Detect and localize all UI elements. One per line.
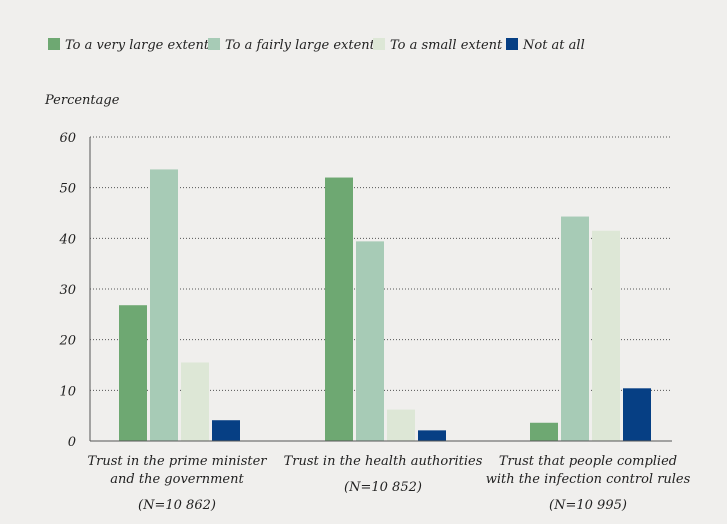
bar <box>592 230 620 441</box>
legend: To a very large extent To a fairly large … <box>48 38 585 53</box>
bar <box>181 362 209 441</box>
bar <box>623 388 651 441</box>
y-tick-label: 40 <box>58 232 76 247</box>
bar <box>387 409 415 441</box>
y-tick-label: 30 <box>59 283 76 298</box>
y-tick-label: 60 <box>59 131 76 146</box>
bar <box>561 216 589 441</box>
bar <box>530 422 558 441</box>
bar <box>150 169 178 441</box>
legend-label: Not at all <box>522 38 585 53</box>
bar <box>418 430 446 441</box>
y-tick-label: 20 <box>58 334 76 349</box>
legend-swatch <box>373 38 385 50</box>
category-n-label: (N=10 995) <box>549 498 627 513</box>
y-tick-label: 10 <box>59 384 76 399</box>
bar <box>356 241 384 441</box>
y-tick-label: 50 <box>59 182 76 197</box>
legend-label: To a fairly large extent <box>225 38 376 53</box>
legend-label: To a very large extent <box>65 38 210 53</box>
legend-swatch <box>506 38 518 50</box>
legend-swatch <box>208 38 220 50</box>
bar <box>119 305 147 441</box>
y-axis-ticks: 0 10 20 30 40 50 60 <box>58 131 76 450</box>
bars <box>119 169 651 442</box>
category-label: with the infection control rules <box>486 472 691 487</box>
category-n-label: (N=10 852) <box>344 480 422 495</box>
legend-swatch <box>48 38 60 50</box>
legend-label: To a small extent <box>390 38 503 53</box>
category-n-label: (N=10 862) <box>138 498 216 513</box>
category-label: Trust in the prime minister <box>87 454 267 469</box>
category-labels: Trust in the prime minister and the gover… <box>87 454 690 513</box>
bar <box>212 420 240 441</box>
category-label: Trust that people complied <box>499 454 677 469</box>
category-label: Trust in the health authorities <box>284 454 483 469</box>
y-tick-label: 0 <box>68 435 76 450</box>
category-label: and the government <box>110 472 244 487</box>
y-axis-label: Percentage <box>44 93 120 108</box>
bar <box>325 177 353 442</box>
